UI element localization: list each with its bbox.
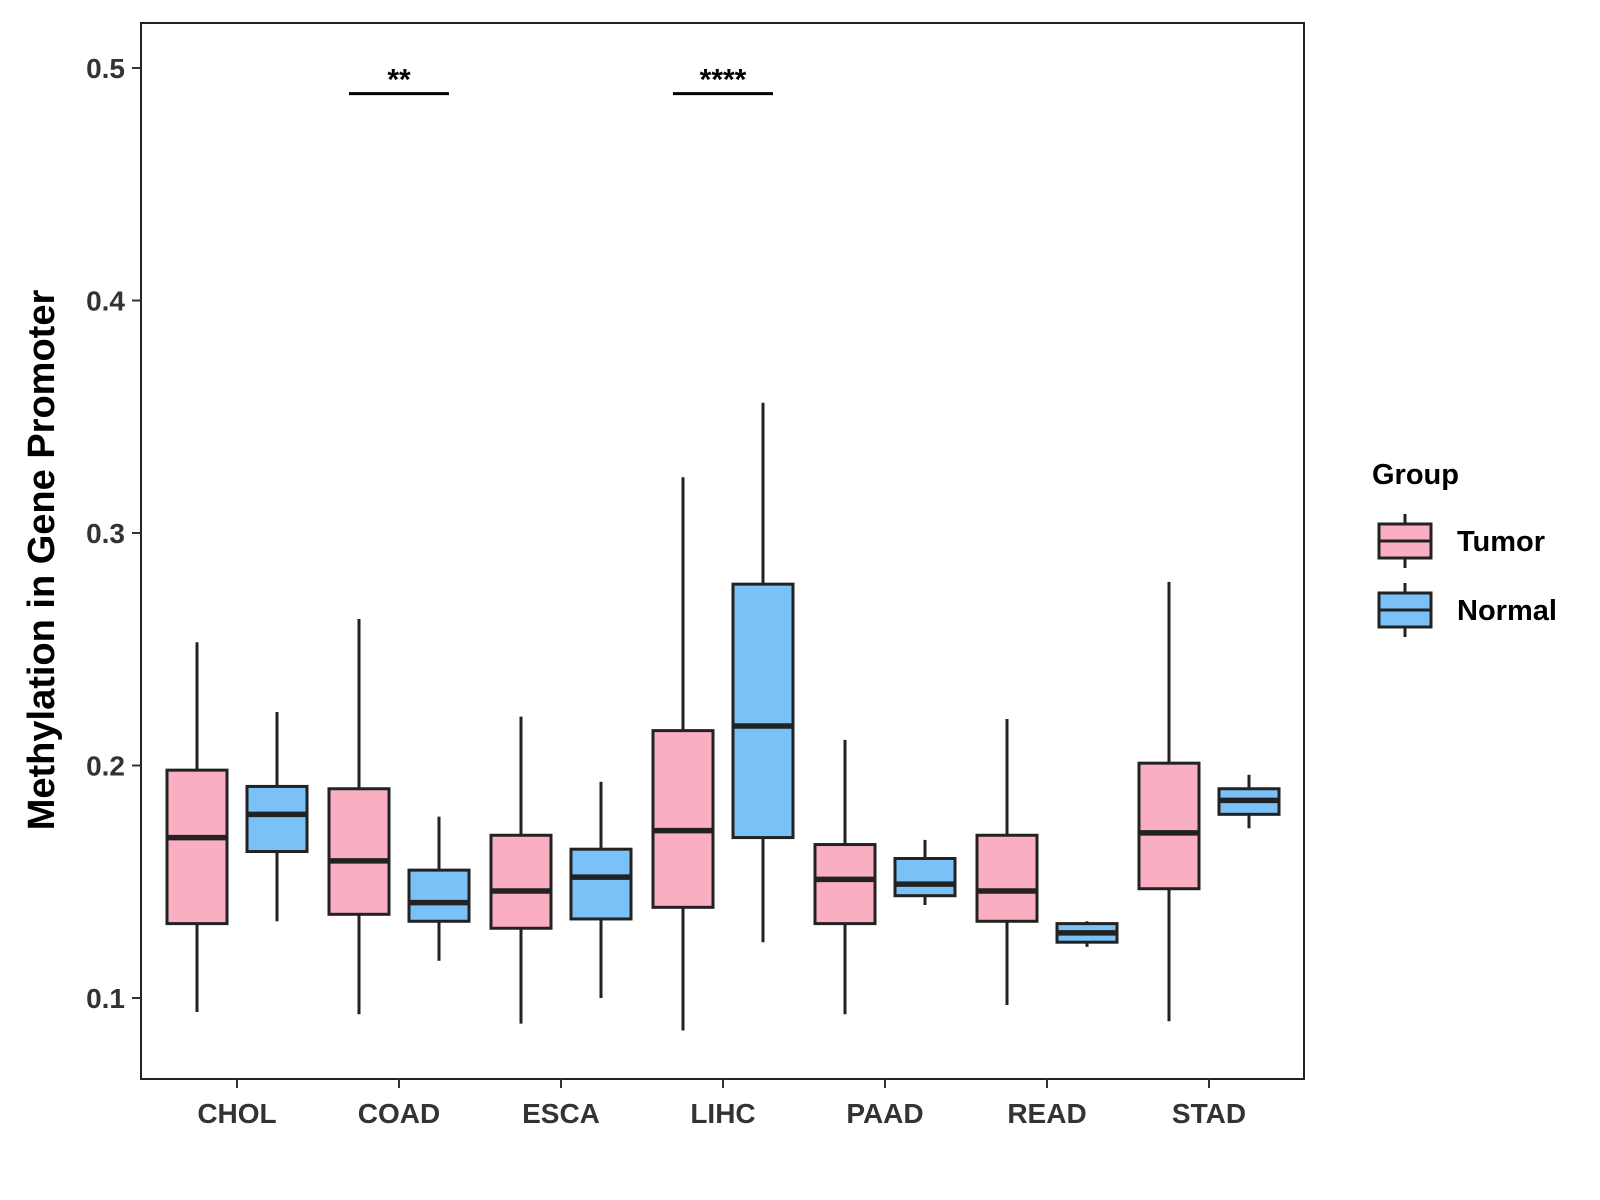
series-tumor	[165, 477, 1201, 1031]
box-body	[165, 768, 229, 926]
y-axis: 0.1 0.2 0.3 0.4 0.5	[86, 53, 141, 1014]
box-normal-esca	[569, 781, 633, 998]
box-tumor-paad	[813, 739, 877, 1015]
box-normal-chol	[245, 712, 309, 922]
significance-coad: **	[349, 64, 449, 97]
box-normal-stad	[1217, 774, 1281, 829]
box-normal-coad	[407, 816, 471, 961]
box-tumor-read	[975, 719, 1039, 1005]
box-tumor-lihc	[651, 477, 715, 1031]
box-tumor-esca	[489, 716, 553, 1024]
y-axis-title: Methylation in Gene Promoter	[21, 290, 63, 831]
significance-annotations: ** ****	[349, 64, 773, 97]
box-body	[245, 784, 309, 854]
legend-label-normal: Normal	[1457, 595, 1557, 627]
x-tick-label: READ	[1007, 1098, 1086, 1129]
box-body	[407, 868, 471, 923]
box-body	[327, 787, 391, 916]
x-tick-label: COAD	[358, 1098, 440, 1129]
box-tumor-chol	[165, 642, 229, 1012]
series-normal	[245, 402, 1281, 998]
box-normal-paad	[893, 839, 957, 905]
box-tumor-coad	[327, 619, 391, 1015]
y-tick-label: 0.4	[86, 286, 125, 317]
y-tick-label: 0.2	[86, 751, 125, 782]
legend-item-tumor: Tumor	[1377, 514, 1545, 568]
box-body	[1137, 761, 1201, 891]
legend: Group Tumor Normal	[1372, 459, 1557, 637]
y-tick-label: 0.3	[86, 518, 125, 549]
box-normal-lihc	[731, 402, 795, 943]
legend-item-normal: Normal	[1377, 583, 1557, 637]
significance-label: ****	[700, 64, 747, 97]
x-tick-label: LIHC	[690, 1098, 755, 1129]
box-tumor-stad	[1137, 581, 1201, 1022]
x-tick-label: STAD	[1172, 1098, 1246, 1129]
significance-label: **	[387, 64, 411, 97]
x-tick-label: PAAD	[846, 1098, 923, 1129]
x-tick-label: CHOL	[197, 1098, 276, 1129]
box-body	[651, 729, 715, 909]
significance-lihc: ****	[673, 64, 773, 97]
boxplot-series	[165, 402, 1281, 1031]
x-tick-label: ESCA	[522, 1098, 600, 1129]
y-tick-label: 0.5	[86, 53, 125, 84]
box-body	[569, 847, 633, 921]
box-normal-read	[1055, 921, 1119, 947]
legend-title: Group	[1372, 459, 1459, 491]
x-axis: CHOL COAD ESCA LIHC PAAD READ STAD	[197, 1079, 1246, 1129]
box-body	[489, 833, 553, 930]
box-body	[813, 843, 877, 926]
box-body	[731, 582, 795, 840]
legend-label-tumor: Tumor	[1457, 526, 1545, 558]
box-body	[893, 857, 957, 898]
y-tick-label: 0.1	[86, 983, 125, 1014]
box-body	[975, 833, 1039, 923]
